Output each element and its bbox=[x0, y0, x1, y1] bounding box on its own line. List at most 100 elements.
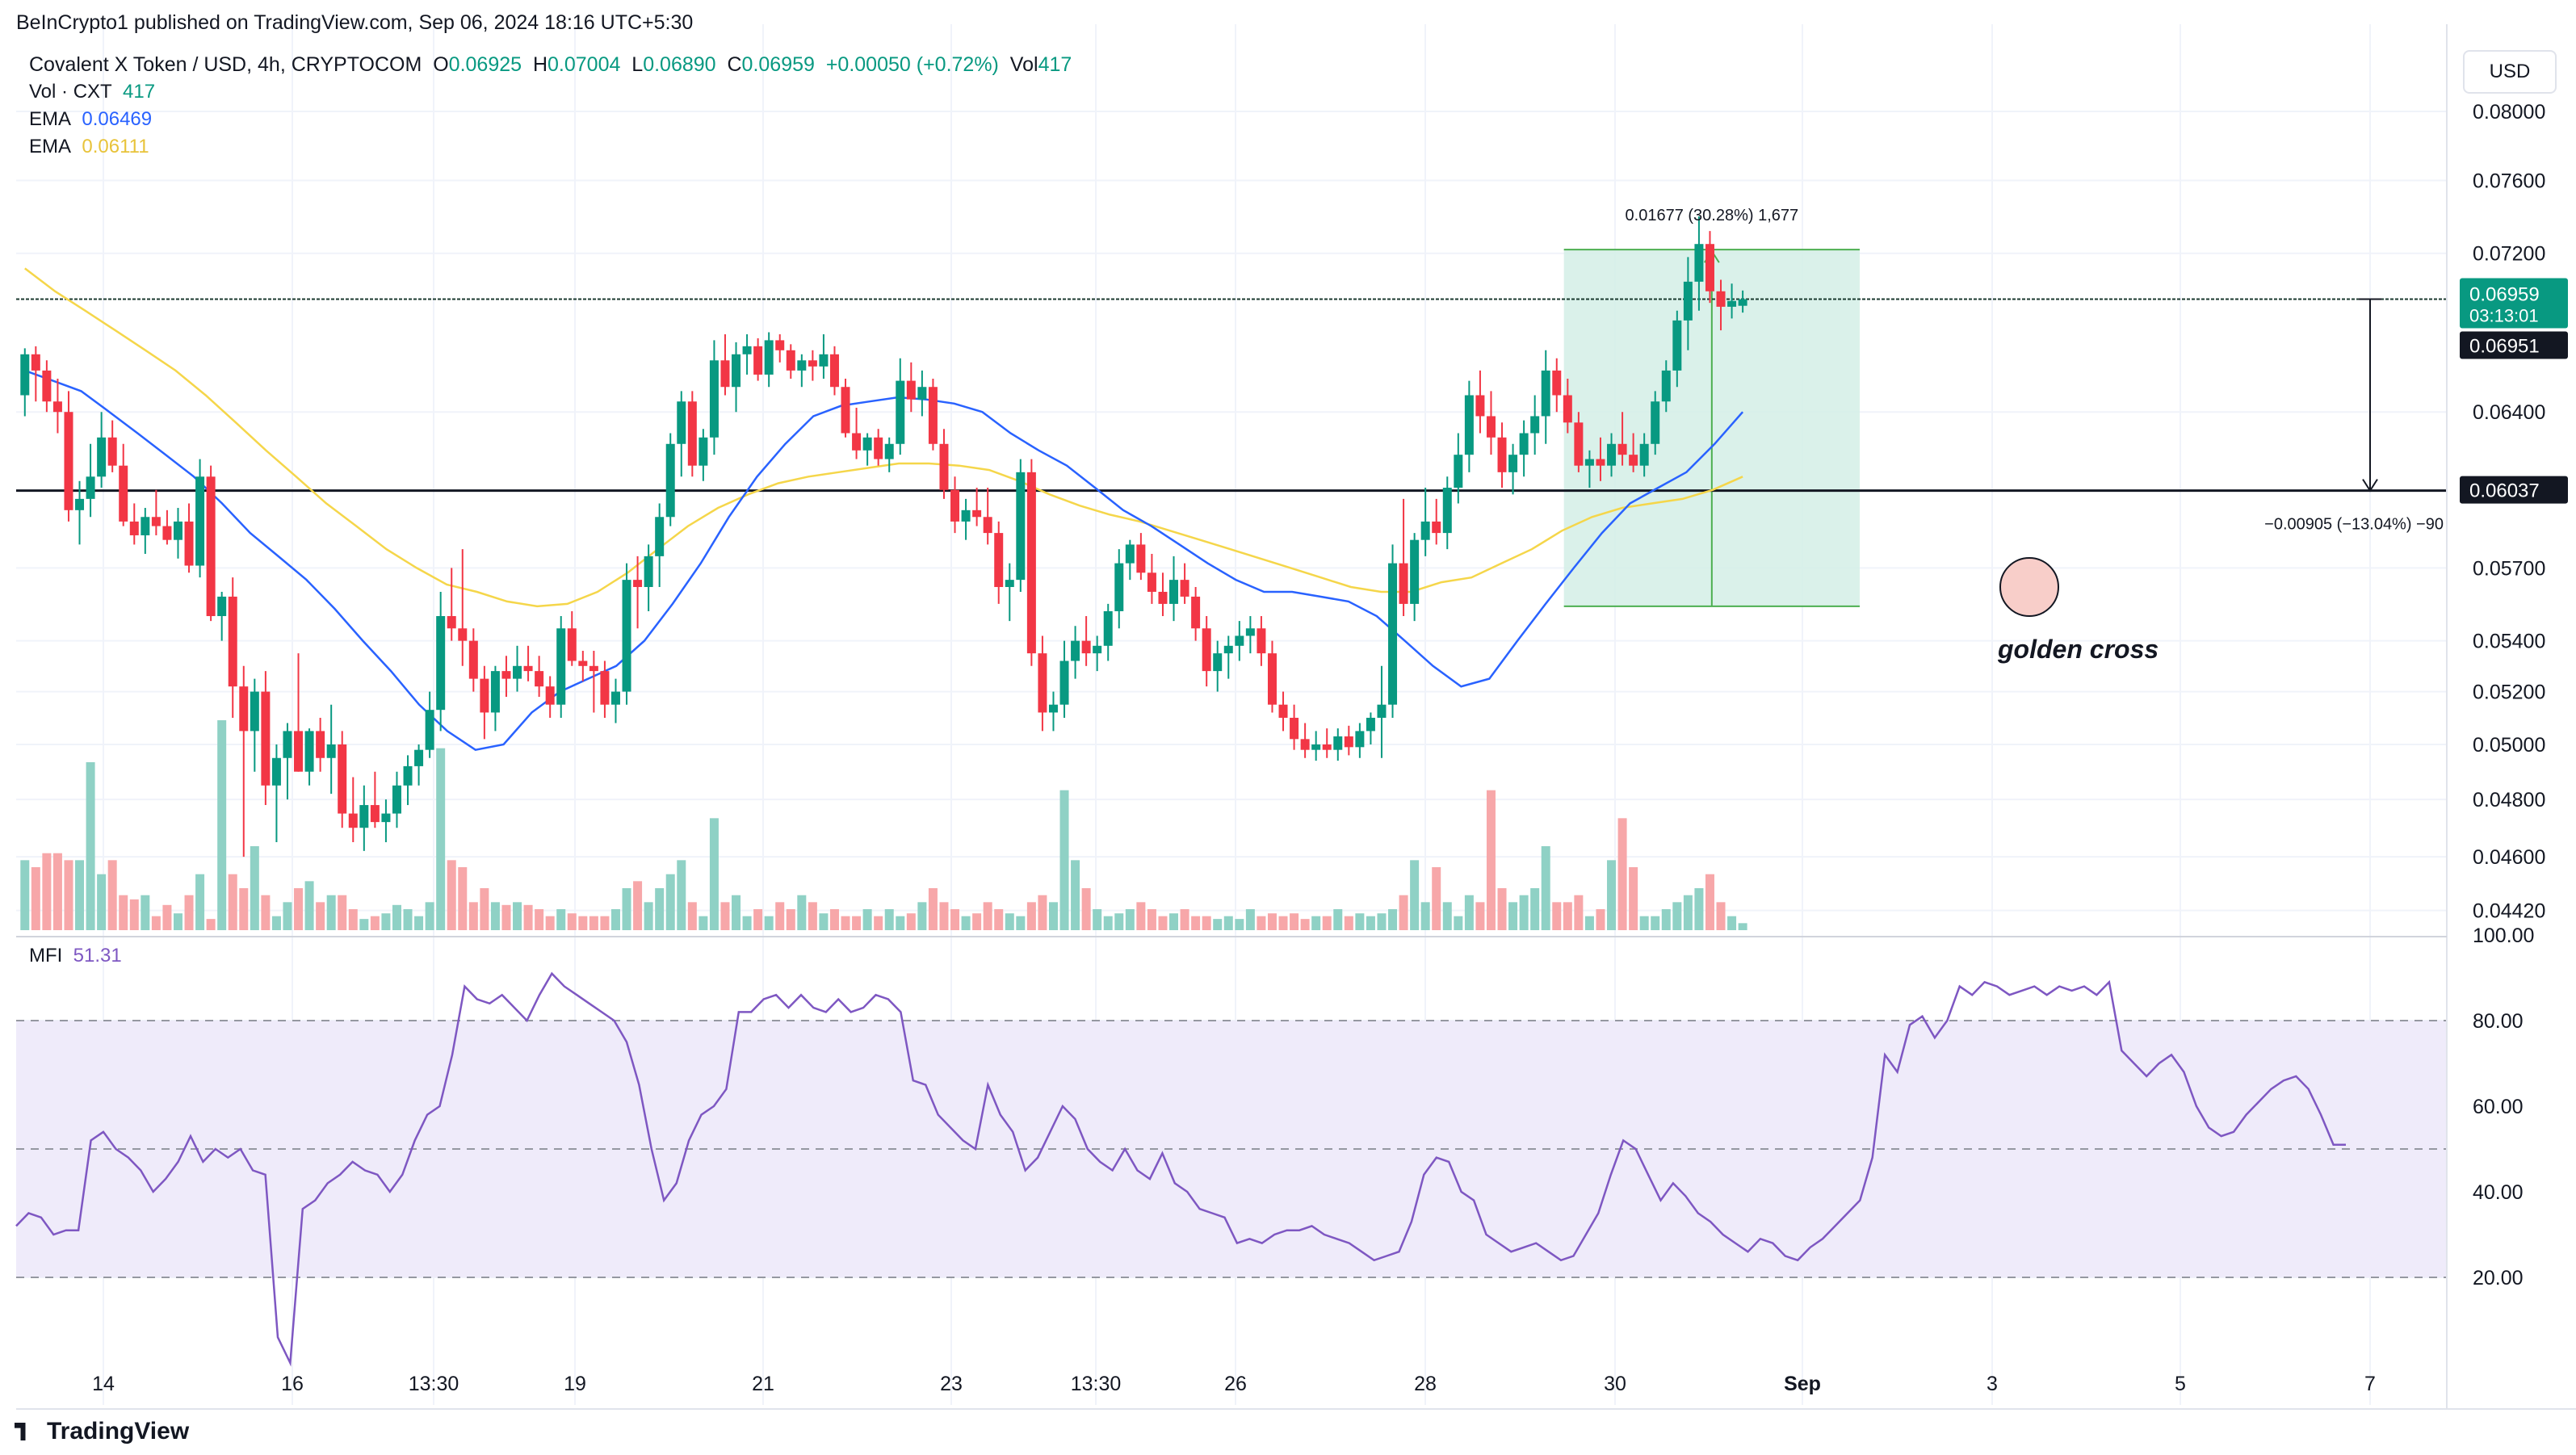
volume-bar bbox=[42, 853, 52, 930]
bar-countdown: 03:13:01 bbox=[2469, 306, 2539, 326]
candle-body bbox=[436, 616, 446, 711]
candle-body bbox=[1738, 299, 1747, 306]
volume-bar bbox=[644, 902, 653, 930]
x-tick-label: 13:30 bbox=[1071, 1373, 1122, 1395]
x-tick-label: 13:30 bbox=[409, 1373, 459, 1395]
volume-bar bbox=[338, 895, 347, 930]
tradingview-logo[interactable]: TradingView bbox=[15, 1418, 189, 1445]
x-tick-label: 3 bbox=[1987, 1373, 1998, 1395]
candle-body bbox=[556, 628, 566, 705]
candle-body bbox=[1290, 717, 1299, 740]
volume-bar bbox=[490, 902, 500, 930]
indicator-mfi[interactable]: MFI 51.31 bbox=[29, 945, 122, 967]
volume-bar bbox=[1158, 916, 1168, 930]
volume-bars bbox=[20, 720, 1747, 930]
volume-bar bbox=[1475, 902, 1485, 930]
volume-bar bbox=[1213, 919, 1223, 930]
candle-body bbox=[567, 628, 577, 661]
y-tick-label: 0.07600 bbox=[2473, 170, 2545, 193]
volume-bar bbox=[1639, 916, 1649, 930]
mfi-title: MFI bbox=[29, 945, 63, 967]
volume-bar bbox=[250, 846, 259, 930]
golden-cross-label: golden cross bbox=[1997, 635, 2159, 664]
x-tick-label: 23 bbox=[940, 1373, 963, 1395]
volume-bar bbox=[1278, 916, 1288, 930]
chart-header: BeInCrypto1 published on TradingView.com… bbox=[0, 0, 2576, 967]
candle-body bbox=[304, 731, 314, 772]
indicator-volume-label: Vol · CXT bbox=[29, 81, 112, 103]
ohlc-vol-label: Vol bbox=[1009, 53, 1038, 76]
volume-bar bbox=[107, 860, 117, 930]
ohlc-h-label: H bbox=[532, 53, 548, 76]
measure-tool bbox=[1563, 249, 1860, 607]
candle-body bbox=[1497, 437, 1507, 472]
candle-body bbox=[1432, 521, 1441, 534]
volume-bar bbox=[348, 909, 358, 930]
y-tick-label: 0.04600 bbox=[2473, 846, 2545, 869]
candle-body bbox=[1596, 459, 1605, 466]
volume-bar bbox=[1311, 916, 1321, 930]
support-price-value: 0.06037 bbox=[2469, 480, 2540, 502]
candle-body bbox=[610, 691, 620, 705]
symbol-legend[interactable]: Covalent X Token / USD, 4h, CRYPTOCOM O0… bbox=[29, 53, 1072, 77]
volume-bar bbox=[228, 874, 237, 930]
candle-body bbox=[1519, 433, 1529, 455]
volume-bar bbox=[1541, 846, 1550, 930]
volume-bar bbox=[939, 902, 949, 930]
mfi-tick-label: 20.00 bbox=[2473, 1267, 2524, 1289]
candle-body bbox=[1344, 736, 1353, 748]
mfi-tick-label: 80.00 bbox=[2473, 1010, 2524, 1033]
ohlc-c-label: C bbox=[727, 53, 742, 76]
volume-bar bbox=[316, 902, 325, 930]
volume-bar bbox=[808, 902, 817, 930]
indicator-ema-fast-value: 0.06469 bbox=[82, 108, 153, 130]
candle-body bbox=[797, 360, 807, 371]
candle-body bbox=[294, 731, 304, 772]
volume-bar bbox=[1738, 923, 1747, 930]
candle-body bbox=[655, 517, 665, 556]
candle-body bbox=[862, 437, 872, 451]
candle-body bbox=[513, 665, 522, 679]
candle-body bbox=[983, 517, 992, 534]
volume-bar bbox=[513, 902, 522, 930]
candle-body bbox=[250, 691, 259, 732]
currency-button[interactable]: USD bbox=[2463, 50, 2557, 94]
indicator-volume[interactable]: Vol · CXT 417 bbox=[29, 81, 155, 103]
candle-body bbox=[775, 340, 785, 350]
candle-body bbox=[1661, 370, 1671, 402]
candle-body bbox=[523, 665, 533, 672]
indicator-ema-slow[interactable]: EMA 0.06111 bbox=[29, 136, 149, 158]
mfi-tick-label: 100.00 bbox=[2473, 925, 2534, 947]
volume-bar bbox=[841, 916, 850, 930]
volume-bar bbox=[458, 867, 468, 930]
ema-lines bbox=[24, 267, 1744, 752]
candle-body bbox=[1103, 610, 1113, 646]
volume-bar bbox=[1486, 790, 1496, 930]
candle-body bbox=[1333, 736, 1343, 750]
candle-body bbox=[1552, 370, 1562, 396]
ema-slow-line bbox=[24, 267, 1743, 608]
candle-body bbox=[501, 671, 511, 679]
volume-bar bbox=[829, 909, 839, 930]
volume-bar bbox=[1300, 919, 1310, 930]
volume-bar bbox=[1629, 867, 1638, 930]
indicator-ema-fast-label: EMA bbox=[29, 108, 72, 130]
candle-body bbox=[1158, 591, 1168, 604]
last-price-tag bbox=[2460, 278, 2568, 329]
volume-bar bbox=[753, 909, 763, 930]
volume-bar bbox=[1596, 909, 1605, 930]
volume-bar bbox=[1420, 902, 1430, 930]
volume-bar bbox=[589, 916, 598, 930]
indicator-ema-fast[interactable]: EMA 0.06469 bbox=[29, 108, 152, 131]
candle-body bbox=[239, 686, 249, 732]
candle-body bbox=[348, 813, 358, 828]
candle-body bbox=[720, 360, 730, 388]
volume-bar bbox=[1442, 902, 1452, 930]
mfi-line bbox=[15, 971, 2346, 1367]
mfi-value: 51.31 bbox=[73, 945, 122, 967]
candle-body bbox=[1629, 455, 1638, 466]
candle-body bbox=[961, 509, 971, 522]
candle-body bbox=[1716, 291, 1726, 307]
candle-body bbox=[1486, 416, 1496, 438]
volume-bar bbox=[1026, 902, 1036, 930]
